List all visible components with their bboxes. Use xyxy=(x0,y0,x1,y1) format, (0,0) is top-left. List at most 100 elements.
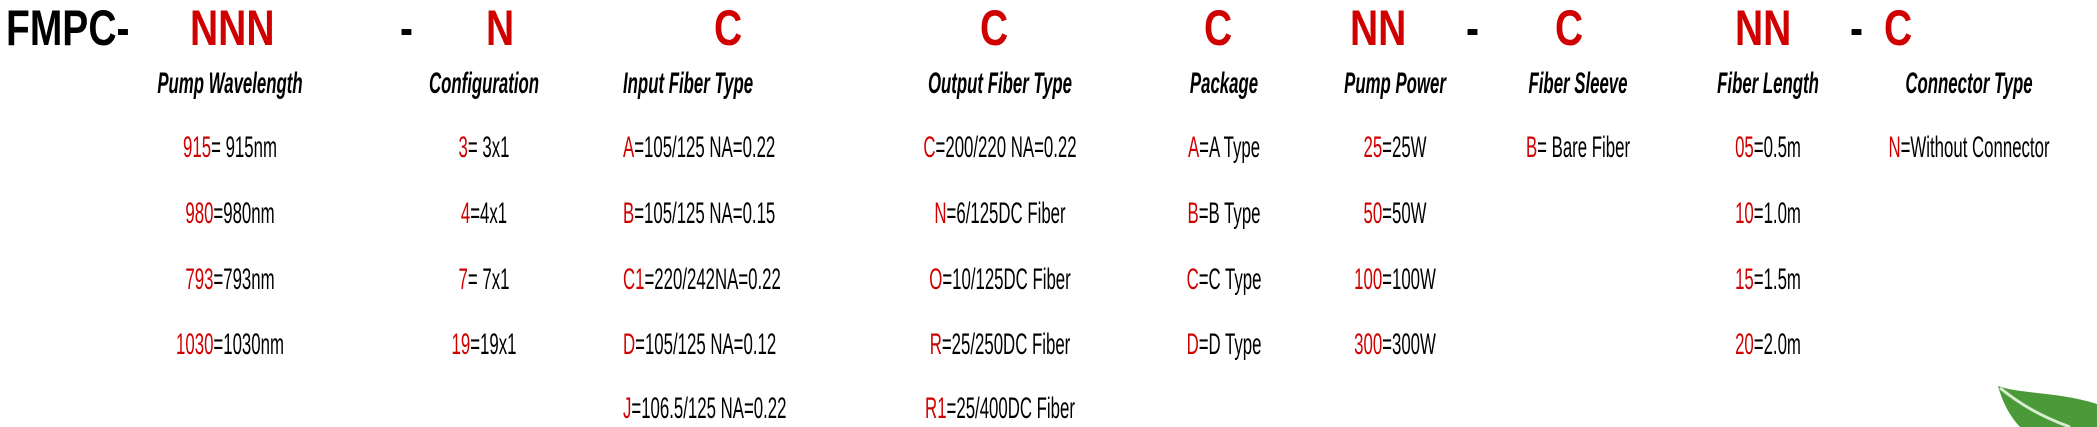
column-header: Pump Power xyxy=(1344,67,1446,100)
option-description: =25W xyxy=(1382,131,1427,164)
option-item: D=105/125 NA=0.12 xyxy=(623,328,776,362)
option-code: 50 xyxy=(1363,197,1383,230)
option-item: 915= 915nm xyxy=(183,131,277,165)
option-item: 4=4x1 xyxy=(461,197,507,231)
option-item: 3= 3x1 xyxy=(459,131,510,165)
option-item: C=200/220 NA=0.22 xyxy=(923,131,1076,165)
option-code: 100 xyxy=(1354,263,1383,296)
option-item: N=6/125DC Fiber xyxy=(934,197,1065,231)
option-description: =793nm xyxy=(213,263,275,296)
option-item: 100=100W xyxy=(1354,263,1436,297)
option-code: N xyxy=(934,197,947,230)
option-item: 980=980nm xyxy=(185,197,274,231)
option-code: R xyxy=(929,328,942,361)
option-item: A=105/125 NA=0.22 xyxy=(623,131,775,165)
option-description: =106.5/125 NA=0.22 xyxy=(631,392,787,425)
option-description: =105/125 NA=0.15 xyxy=(634,197,776,230)
option-description: =105/125 NA=0.22 xyxy=(634,131,776,164)
code-segment: C xyxy=(1204,0,1233,56)
option-description: = 7x1 xyxy=(467,263,510,296)
column-header: Pump Wavelength xyxy=(157,67,303,100)
code-segment: NN xyxy=(1735,0,1792,56)
option-description: =300W xyxy=(1382,328,1436,361)
code-segment: - xyxy=(400,0,413,56)
option-description: =10/125DC Fiber xyxy=(942,263,1071,296)
option-code: 25 xyxy=(1363,131,1383,164)
option-code: D xyxy=(1186,328,1199,361)
leaf-icon xyxy=(1998,386,2097,427)
column-header: Connector Type xyxy=(1905,67,2033,100)
option-code: 3 xyxy=(458,131,468,164)
option-code: 19 xyxy=(451,328,471,361)
option-item: R=25/250DC Fiber xyxy=(930,328,1071,362)
option-description: =105/125 NA=0.12 xyxy=(635,328,777,361)
option-code: 980 xyxy=(185,197,214,230)
option-item: N=Without Connector xyxy=(1888,131,2049,165)
option-code: B xyxy=(1525,131,1538,164)
option-item: 19=19x1 xyxy=(452,328,517,362)
option-code: A xyxy=(623,131,635,164)
option-code: B xyxy=(1187,197,1199,230)
option-description: = 915nm xyxy=(211,131,277,164)
option-item: B= Bare Fiber xyxy=(1526,131,1630,165)
code-segment: C xyxy=(1555,0,1584,56)
option-item: 15=1.5m xyxy=(1735,263,1801,297)
option-code: C xyxy=(923,131,936,164)
option-code: 793 xyxy=(185,263,214,296)
option-item: 10=1.0m xyxy=(1735,197,1801,231)
option-description: =100W xyxy=(1382,263,1436,296)
option-description: =0.5m xyxy=(1753,131,1801,164)
option-item: 50=50W xyxy=(1363,197,1426,231)
option-description: =200/220 NA=0.22 xyxy=(935,131,1077,164)
option-description: =Without Connector xyxy=(1900,131,2050,164)
code-segment: C xyxy=(714,0,743,56)
option-item: 20=2.0m xyxy=(1735,328,1801,362)
option-item: 793=793nm xyxy=(185,263,274,297)
option-item: 300=300W xyxy=(1354,328,1436,362)
option-description: =B Type xyxy=(1198,197,1261,230)
option-description: =6/125DC Fiber xyxy=(946,197,1066,230)
option-code: C1 xyxy=(623,263,645,296)
option-item: B=B Type xyxy=(1187,197,1260,231)
option-code: J xyxy=(623,392,632,425)
option-code: O xyxy=(929,263,943,296)
column-header: Configuration xyxy=(428,67,540,100)
code-segment: FMPC- xyxy=(6,0,130,56)
option-description: =C Type xyxy=(1198,263,1262,296)
column-header: Output Fiber Type xyxy=(927,67,1073,100)
option-item: 25=25W xyxy=(1363,131,1426,165)
column-header: Fiber Sleeve xyxy=(1528,67,1628,100)
option-item: C1=220/242NA=0.22 xyxy=(623,263,781,297)
option-item: 05=0.5m xyxy=(1735,131,1801,165)
option-code: 1030 xyxy=(176,328,214,361)
option-description: =25/250DC Fiber xyxy=(941,328,1071,361)
code-segment: - xyxy=(1850,0,1863,56)
option-code: B xyxy=(623,197,635,230)
option-description: =50W xyxy=(1382,197,1427,230)
option-description: = 3x1 xyxy=(467,131,510,164)
column-header: Package xyxy=(1189,67,1259,100)
option-code: D xyxy=(623,328,636,361)
code-segment: C xyxy=(980,0,1009,56)
code-segment: NNN xyxy=(190,0,275,56)
option-description: =2.0m xyxy=(1753,328,1801,361)
option-item: A=A Type xyxy=(1188,131,1260,165)
option-code: 15 xyxy=(1735,263,1754,296)
option-description: =A Type xyxy=(1199,131,1261,164)
option-item: D=D Type xyxy=(1187,328,1262,362)
code-segment: NN xyxy=(1350,0,1407,56)
option-item: O=10/125DC Fiber xyxy=(929,263,1070,297)
option-description: = Bare Fiber xyxy=(1537,131,1631,164)
option-code: R1 xyxy=(925,392,947,425)
option-item: B=105/125 NA=0.15 xyxy=(623,197,775,231)
column-header: Fiber Length xyxy=(1717,67,1819,100)
column-header: Input Fiber Type xyxy=(623,67,754,100)
option-code: A xyxy=(1187,131,1200,164)
option-code: 300 xyxy=(1354,328,1383,361)
option-description: =19x1 xyxy=(470,328,517,361)
code-segment: - xyxy=(1466,0,1479,56)
option-item: 7= 7x1 xyxy=(459,263,510,297)
option-code: 20 xyxy=(1735,328,1754,361)
option-description: =1.0m xyxy=(1753,197,1801,230)
option-code: 10 xyxy=(1735,197,1754,230)
